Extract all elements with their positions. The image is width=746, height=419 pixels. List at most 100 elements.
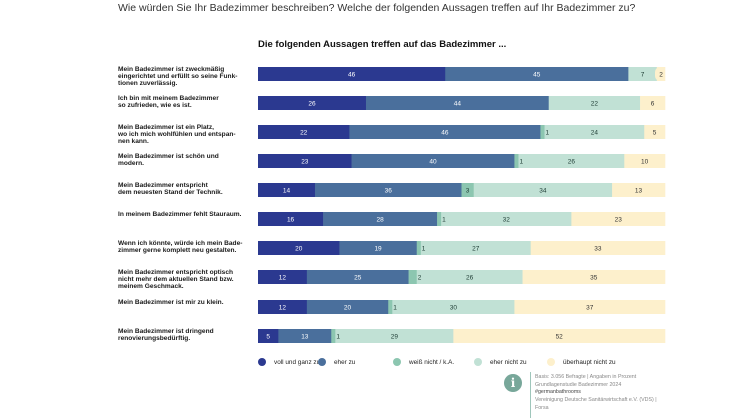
bar-value-label: 22	[591, 100, 599, 107]
bar-value-label: 19	[374, 245, 382, 252]
legend-item: eher zu	[318, 356, 355, 368]
bar-value-label: 12	[279, 274, 287, 281]
bar-end-cap	[655, 212, 665, 226]
bar-value-label: 7	[641, 71, 645, 78]
row-label-line: eingerichtet und erfüllt so seine Funk-	[118, 72, 238, 80]
bar-segment	[514, 300, 666, 314]
row-label: Ich bin mit meinem Badezimmer so zufriede…	[118, 95, 256, 110]
row-label-line: wo ich mich wohlfühlen und entspan-	[118, 130, 236, 138]
source-note: Basis: 3.056 Befragte | Angaben in Proze…	[535, 374, 657, 413]
row-label-line: In meinem Badezimmer fehlt Stauraum.	[118, 210, 242, 218]
bar-end-cap	[655, 96, 665, 110]
bar-segment	[258, 270, 308, 284]
row-label-line: meinem Geschmack.	[118, 283, 184, 291]
row-label-line: Mein Badezimmer ist dringend	[118, 327, 214, 335]
bar-value-label: 45	[533, 71, 541, 78]
legend-swatch	[318, 358, 326, 366]
legend-swatch	[474, 358, 482, 366]
row-label: Mein Badezimmer ist dringend renovierungs…	[118, 328, 256, 343]
row-label-line: Mein Badezimmer ist ein Platz,	[118, 123, 215, 131]
bar-value-label: 1	[336, 333, 340, 340]
bar-value-label: 27	[472, 245, 480, 252]
legend-item: voll und ganz zu	[258, 356, 320, 368]
bar-value-label: 5	[266, 333, 270, 340]
bar-value-label: 26	[308, 100, 316, 107]
bar-segment	[314, 183, 462, 197]
source-line: Basis: 3.056 Befragte | Angaben in Proze…	[535, 374, 637, 380]
bar-row: 23 40 1 26 10	[258, 154, 666, 168]
bar-segment	[530, 241, 666, 255]
bar-value-label: 13	[301, 333, 309, 340]
chart-subtitle: Die folgenden Aussagen treffen auf das B…	[258, 39, 507, 50]
bar-segment	[548, 96, 641, 110]
row-label-line: dem neuesten Stand der Technik.	[118, 188, 223, 196]
bar-value-label: 33	[594, 245, 602, 252]
bar-value-label: 40	[429, 158, 437, 165]
bar-segment	[624, 154, 666, 168]
bar-end-cap	[655, 125, 665, 139]
bar-value-label: 13	[635, 187, 643, 194]
row-label: Mein Badezimmer entspricht dem neuesten S…	[118, 182, 256, 197]
bar-row: 22 46 1 24 5	[258, 125, 666, 139]
bar-row: 20 19 1 27 33	[258, 241, 666, 255]
bar-segment	[408, 270, 418, 284]
bar-segment	[453, 329, 666, 343]
bar-segment	[388, 300, 393, 314]
legend-item: weiß nicht / k.A.	[393, 356, 454, 368]
bar-segment	[514, 154, 519, 168]
info-icon: i	[504, 374, 522, 392]
bar-value-label: 6	[651, 100, 655, 107]
bar-value-label: 22	[300, 129, 308, 136]
bar-value-label: 29	[391, 333, 399, 340]
row-label-line: Ich bin mit meinem Badezimmer	[118, 94, 219, 102]
bar-segment	[365, 96, 550, 110]
bar-value-label: 5	[653, 129, 657, 136]
bar-row: 12 25 2 26 35	[258, 270, 666, 284]
bar-end-cap	[655, 241, 665, 255]
bar-segment	[571, 212, 666, 226]
bar-value-label: 23	[615, 216, 623, 223]
bar-segment	[258, 125, 350, 139]
bar-end-cap	[655, 270, 665, 284]
bar-value-label: 2	[659, 71, 663, 78]
bar-segment	[258, 183, 316, 197]
bar-segment	[445, 67, 629, 81]
row-label-line: zimmer gerne komplett neu gestalten.	[118, 246, 237, 254]
source-divider	[530, 372, 531, 418]
bar-segment	[323, 212, 438, 226]
bar-segment	[518, 154, 625, 168]
bar-segment	[258, 329, 279, 343]
bar-segment	[473, 183, 613, 197]
bar-end-cap	[655, 154, 665, 168]
row-label-line: Wenn ich könnte, würde ich mein Bade-	[118, 239, 243, 247]
bar-segment	[335, 329, 454, 343]
bar-end-cap	[655, 67, 665, 81]
legend-label: weiß nicht / k.A.	[409, 358, 455, 366]
bar-value-label: 44	[454, 100, 462, 107]
bar-segment	[461, 183, 475, 197]
bar-segment	[416, 270, 523, 284]
bar-row: 14 36 3 34 13	[258, 183, 666, 197]
survey-question: Wie würden Sie Ihr Badezimmer beschreibe…	[118, 2, 636, 14]
bar-value-label: 28	[376, 216, 384, 223]
row-label: Mein Badezimmer entspricht optisch nicht …	[118, 269, 256, 291]
source-line: Vereinigung Deutsche Sanitärwirtschaft e…	[535, 397, 657, 404]
row-label: Mein Badezimmer ist ein Platz, wo ich mic…	[118, 124, 256, 146]
bar-end-cap	[655, 300, 665, 314]
bar-segment	[540, 125, 545, 139]
bar-segment	[420, 241, 531, 255]
bar-value-label: 16	[287, 216, 295, 223]
source-line: Grundlagenstudie Badezimmer 2024	[535, 381, 622, 388]
bar-segment	[416, 241, 422, 255]
legend-label: überhaupt nicht zu	[563, 358, 616, 366]
bar-value-label: 46	[348, 71, 356, 78]
bar-row: 12 20 1 30 37	[258, 300, 666, 314]
bar-value-label: 20	[344, 304, 352, 311]
bar-segment	[628, 67, 658, 81]
row-label-line: Mein Badezimmer ist mir zu klein.	[118, 298, 224, 306]
bar-value-label: 12	[279, 304, 287, 311]
bar-segment	[306, 300, 389, 314]
bar-segment	[437, 212, 442, 226]
row-label-line: nicht mehr dem aktuellen Stand bzw.	[118, 275, 234, 283]
bar-value-label: 1	[393, 304, 397, 311]
